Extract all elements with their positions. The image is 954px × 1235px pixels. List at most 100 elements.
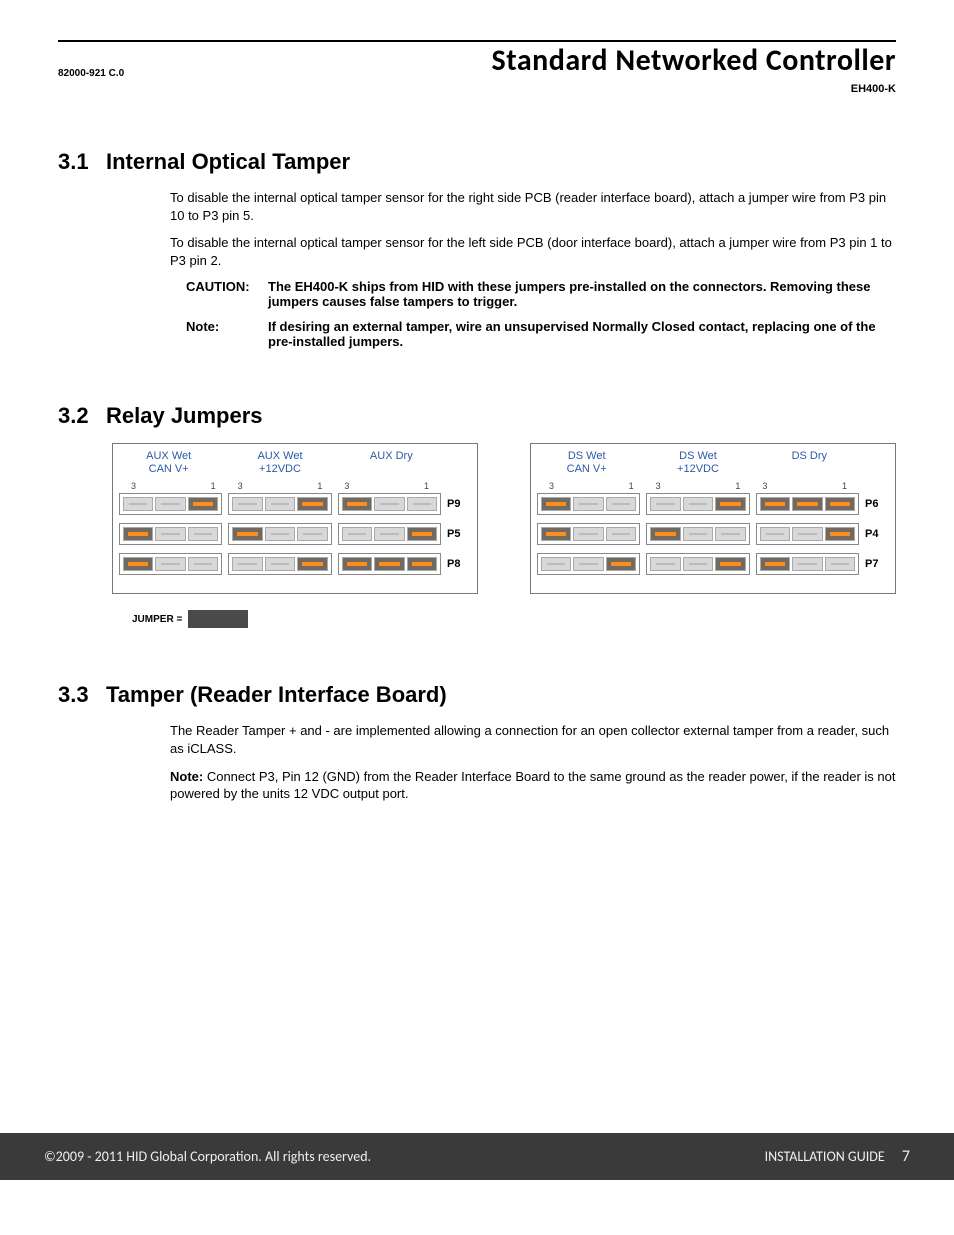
pin-jumpered — [297, 557, 327, 571]
pin-open — [374, 527, 404, 541]
pin-jumpered — [606, 557, 636, 571]
note-callout: Note: If desiring an external tamper, wi… — [186, 319, 896, 349]
pin-open — [188, 527, 218, 541]
jumper-block — [338, 523, 441, 545]
pin-open — [232, 497, 262, 511]
jumper-block — [537, 523, 640, 545]
pin-jumpered — [541, 527, 571, 541]
pin-open — [188, 557, 218, 571]
pin-open — [155, 527, 185, 541]
column-header: DS Wet+12VDC — [642, 444, 753, 481]
jumper-block — [338, 553, 441, 575]
jumper-block — [228, 493, 331, 515]
section-num: 3.2 — [58, 403, 106, 429]
pin-open — [825, 557, 855, 571]
pin-open — [683, 527, 713, 541]
caution-text: The EH400-K ships from HID with these ju… — [268, 279, 896, 309]
copyright: ©2009 - 2011 HID Global Corporation. All… — [44, 1148, 371, 1165]
jumper-block — [646, 523, 749, 545]
pin-open — [650, 497, 680, 511]
pin-jumpered — [760, 557, 790, 571]
pin-jumpered — [825, 527, 855, 541]
aux-diagram: AUX WetCAN V+AUX Wet+12VDCAUX Dry313131P… — [112, 443, 478, 594]
pin-open — [683, 497, 713, 511]
pin-open — [715, 527, 745, 541]
jumper-block — [537, 553, 640, 575]
pin-jumpered — [792, 497, 822, 511]
caution-label: CAUTION: — [186, 279, 268, 309]
page-footer: ©2009 - 2011 HID Global Corporation. All… — [0, 1133, 954, 1180]
section-num: 3.3 — [58, 682, 106, 708]
pin-jumpered — [715, 497, 745, 511]
pin-jumpered — [188, 497, 218, 511]
pin-open — [650, 557, 680, 571]
pin-open — [606, 527, 636, 541]
jumper-row: P4 — [537, 523, 889, 545]
pin-open — [155, 557, 185, 571]
pin-open — [342, 527, 372, 541]
jumper-row: P5 — [119, 523, 471, 545]
row-label: P8 — [447, 558, 471, 570]
doc-code: 82000-921 C.0 — [58, 62, 124, 79]
paragraph: Note: Connect P3, Pin 12 (GND) from the … — [170, 768, 896, 803]
pin-jumpered — [297, 497, 327, 511]
jumper-row: P7 — [537, 553, 889, 575]
pin-jumpered — [825, 497, 855, 511]
note-label: Note: — [186, 319, 268, 349]
jumper-block — [119, 493, 222, 515]
legend-label: JUMPER = — [132, 614, 182, 625]
section-3-2-heading: 3.2 Relay Jumpers — [58, 403, 896, 429]
pin-open — [265, 557, 295, 571]
pin-open — [541, 557, 571, 571]
pin-jumpered — [374, 557, 404, 571]
caution-callout: CAUTION: The EH400-K ships from HID with… — [186, 279, 896, 309]
pin-jumpered — [232, 527, 262, 541]
column-header: AUX Dry — [336, 444, 447, 481]
column-header: DS WetCAN V+ — [531, 444, 642, 481]
paragraph: To disable the internal optical tamper s… — [170, 189, 896, 224]
pin-open — [407, 497, 437, 511]
section-3-3-heading: 3.3 Tamper (Reader Interface Board) — [58, 682, 896, 708]
note-prefix: Note: — [170, 769, 203, 784]
pin-jumpered — [123, 527, 153, 541]
pin-open — [232, 557, 262, 571]
pin-open — [792, 527, 822, 541]
row-label: P5 — [447, 528, 471, 540]
row-label: P7 — [865, 558, 889, 570]
jumper-block — [646, 553, 749, 575]
pin-open — [155, 497, 185, 511]
column-header: AUX WetCAN V+ — [113, 444, 224, 481]
pin-open — [760, 527, 790, 541]
jumper-block — [756, 523, 859, 545]
doc-title: Standard Networked Controller — [492, 42, 896, 79]
note-body: Connect P3, Pin 12 (GND) from the Reader… — [170, 769, 895, 802]
jumper-block — [537, 493, 640, 515]
section-3-1-heading: 3.1 Internal Optical Tamper — [58, 149, 896, 175]
jumper-block — [119, 553, 222, 575]
pin-jumpered — [407, 557, 437, 571]
jumper-row: P8 — [119, 553, 471, 575]
pin-jumpered — [342, 557, 372, 571]
row-label: P9 — [447, 498, 471, 510]
pin-open — [792, 557, 822, 571]
pin-jumpered — [760, 497, 790, 511]
jumper-block — [646, 493, 749, 515]
jumper-block — [119, 523, 222, 545]
page-header: 82000-921 C.0 Standard Networked Control… — [58, 40, 896, 79]
pin-jumpered — [123, 557, 153, 571]
pin-open — [606, 497, 636, 511]
pin-open — [573, 557, 603, 571]
section-title: Internal Optical Tamper — [106, 149, 350, 175]
pin-open — [374, 497, 404, 511]
jumper-block — [756, 493, 859, 515]
column-header: DS Dry — [754, 444, 865, 481]
pin-open — [683, 557, 713, 571]
jumper-block — [338, 493, 441, 515]
jumper-block — [756, 553, 859, 575]
row-label: P6 — [865, 498, 889, 510]
column-header: AUX Wet+12VDC — [224, 444, 335, 481]
pin-open — [573, 497, 603, 511]
jumper-block — [228, 553, 331, 575]
guide-label: INSTALLATION GUIDE — [765, 1148, 885, 1165]
jumper-row: P9 — [119, 493, 471, 515]
